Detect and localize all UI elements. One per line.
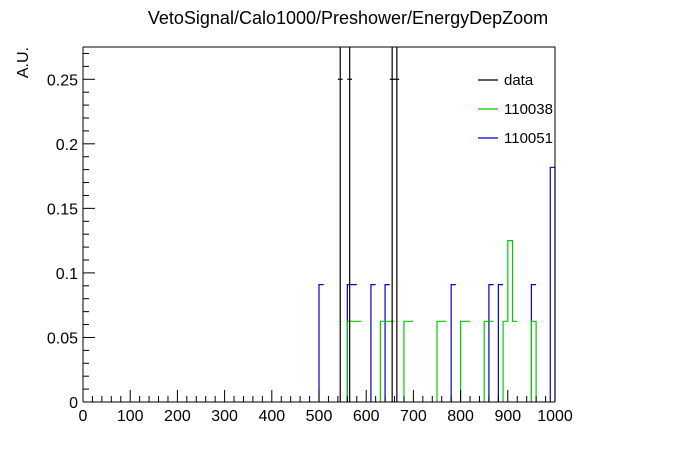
series-layer — [318, 47, 556, 402]
x-tick-label: 1000 — [537, 408, 573, 425]
y-tick-label: 0.2 — [56, 137, 78, 154]
x-tick-label: 400 — [258, 408, 285, 425]
y-tick-label: 0.1 — [56, 266, 78, 283]
series-110038-outline — [460, 320, 471, 402]
series-110038-outline — [379, 320, 395, 402]
y-tick-label: 0.05 — [47, 330, 78, 347]
series-110051-outline — [318, 284, 324, 402]
y-tick-label: 0 — [69, 395, 78, 412]
y-tick-label: 0.25 — [47, 72, 78, 89]
y-axis-label: A.U. — [15, 47, 32, 78]
chart-title: VetoSignal/Calo1000/Preshower/EnergyDepZ… — [148, 8, 548, 28]
series-110051-outline — [497, 284, 504, 402]
legend-label-data: data — [504, 72, 534, 89]
x-tick-label: 100 — [117, 408, 144, 425]
series-110051-outline — [384, 284, 390, 402]
series-110051-outline — [370, 284, 376, 402]
series-110038-outline — [436, 320, 447, 402]
axes: 0 100 200 300 400 500 600 700 800 900 1000 0 0.05 0.1… — [47, 46, 573, 425]
series-110038-outline — [483, 320, 494, 402]
y-tick-label: 0.15 — [47, 201, 78, 218]
x-tick-label: 800 — [447, 408, 474, 425]
series-110038-outline — [502, 240, 518, 402]
x-tick-label: 700 — [400, 408, 427, 425]
legend-label-110051: 110051 — [504, 130, 553, 147]
x-tick-label: 600 — [353, 408, 380, 425]
legend: data 110038 110051 — [478, 72, 553, 147]
series-110038-outline — [530, 320, 537, 402]
x-tick-label: 300 — [211, 408, 238, 425]
x-tick-label: 0 — [79, 408, 88, 425]
series-110051-outline — [488, 284, 494, 402]
x-tick-label: 500 — [306, 408, 333, 425]
series-110038-outline — [346, 320, 362, 402]
series-110038-outline — [403, 320, 414, 402]
series-110051-outline — [450, 284, 456, 402]
x-tick-label: 200 — [164, 408, 191, 425]
x-tick-label: 900 — [494, 408, 521, 425]
legend-label-110038: 110038 — [504, 101, 553, 118]
